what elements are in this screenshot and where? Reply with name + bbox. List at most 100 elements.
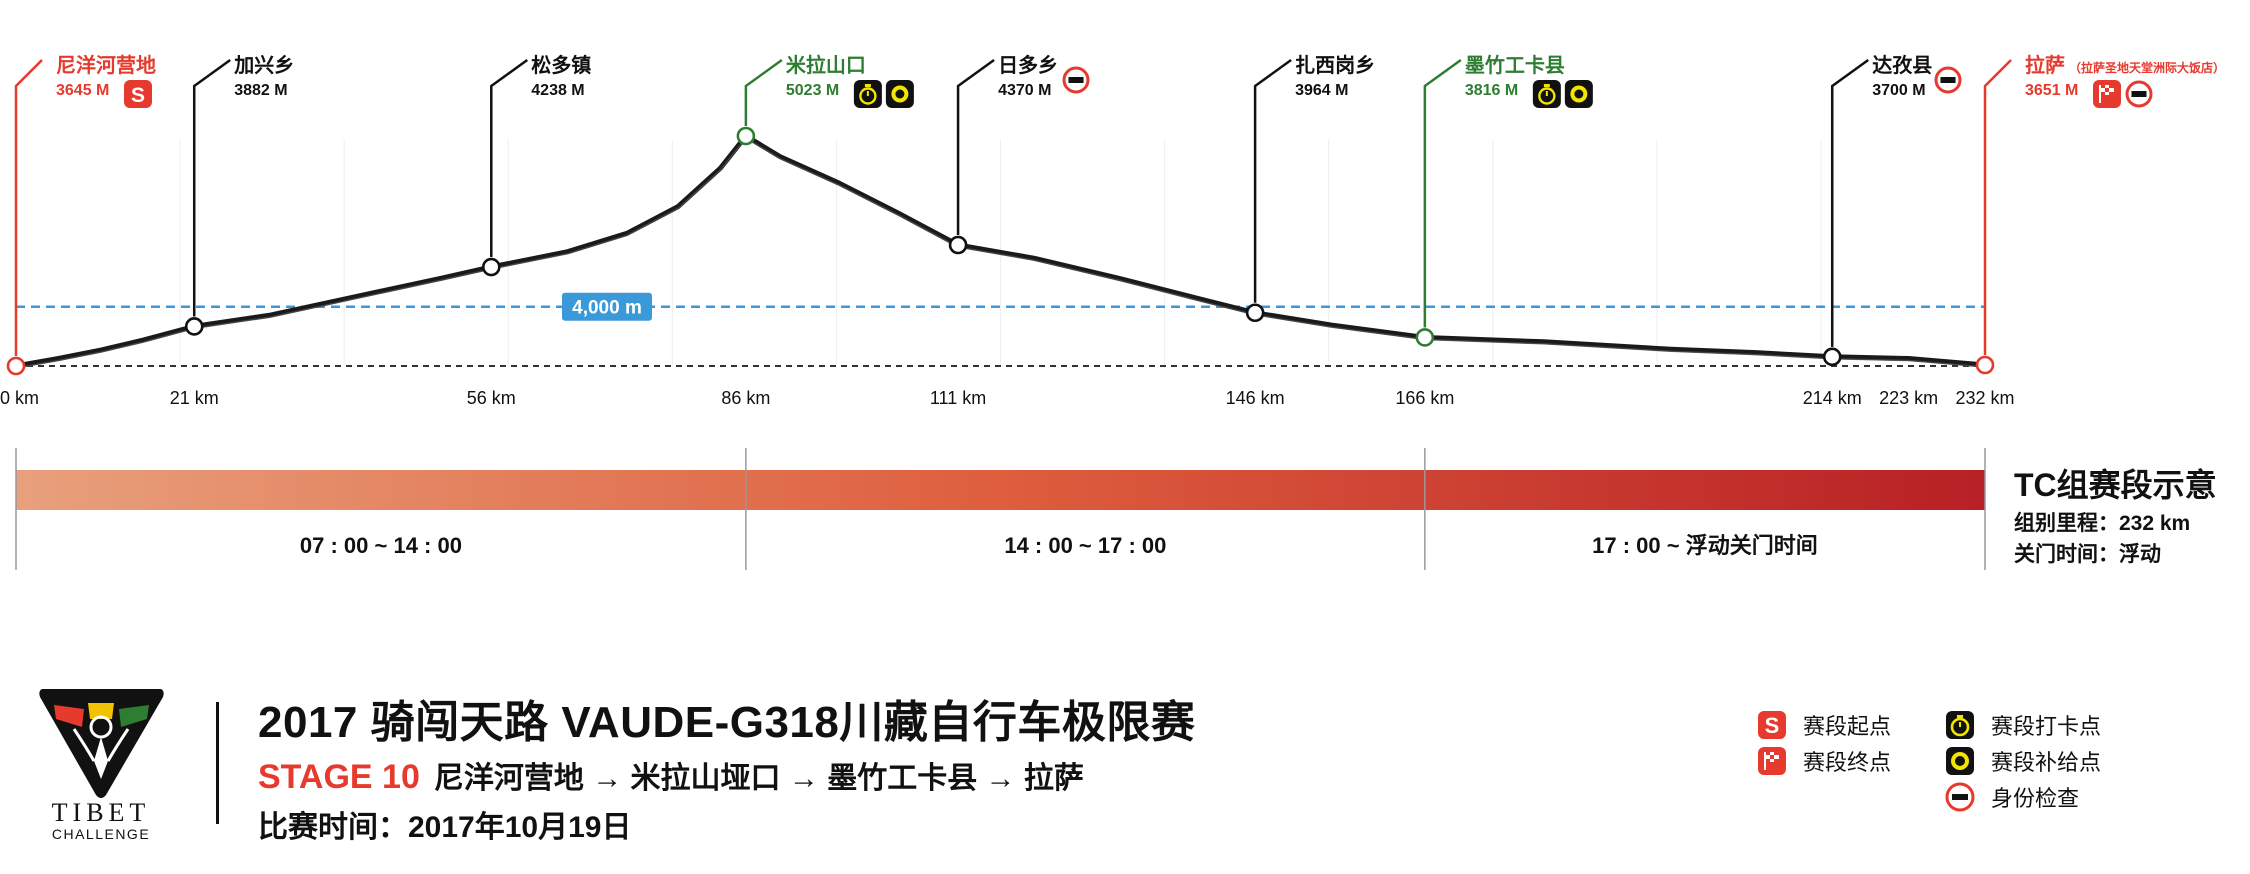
supply-icon <box>1564 80 1593 108</box>
waypoint-marker <box>948 235 968 255</box>
time-segment-label: 14 : 00 ~ 17 : 00 <box>1004 533 1166 558</box>
waypoint-altitude: 3882 M <box>234 82 287 99</box>
waypoint-altitude: 4370 M <box>998 82 1051 99</box>
legend-item-checkpoint: 赛段打卡点 <box>1945 709 2101 741</box>
waypoint-7: 墨竹工卡县 3816 M <box>1415 53 1565 347</box>
x-tick-label: 232 km <box>1955 388 2014 408</box>
id-check-icon <box>1062 66 1090 94</box>
x-tick-label: 223 km <box>1879 388 1938 408</box>
waypoint-3: 松多镇 4238 M <box>481 53 591 277</box>
waypoint-altitude: 3645 M <box>56 82 109 99</box>
legend-item-id-check: 身份检查 <box>1945 781 2079 813</box>
waypoint-leader <box>1983 59 2012 355</box>
waypoint-marker <box>1415 328 1435 347</box>
waypoint-2: 加兴乡 3882 M <box>184 54 294 336</box>
waypoint-marker <box>1822 347 1842 367</box>
elevation-profile <box>13 133 1988 369</box>
id-check-icon <box>1945 782 1975 812</box>
stage-finish-icon <box>2093 80 2121 108</box>
waypoint-altitude: 4238 M <box>531 82 584 99</box>
waypoint-1: 尼洋河营地 3645 M <box>6 53 156 376</box>
x-tick-label: 166 km <box>1395 388 1454 408</box>
reference-label: 4,000 m <box>572 298 642 319</box>
waypoint-name: 加兴乡 <box>233 54 294 77</box>
waypoint-marker <box>481 257 501 277</box>
race-title: 2017 骑闯天路 VAUDE-G318川藏自行车极限赛 <box>258 698 1196 747</box>
waypoint-altitude: 3651 M <box>2025 82 2078 99</box>
waypoint-name: 墨竹工卡县 <box>1465 53 1565 77</box>
waypoint-9: 拉萨 3651 M （拉萨圣地天堂洲际大饭店） <box>1975 53 2225 375</box>
waypoint-altitude: 3816 M <box>1465 82 1518 99</box>
checkpoint-icon <box>1532 80 1561 108</box>
id-check-icon <box>2125 80 2153 108</box>
waypoint-leader <box>1253 58 1292 303</box>
stage-line: STAGE 10 尼洋河营地 → 米拉山垭口 → 墨竹工卡县 → 拉萨 <box>258 753 1084 797</box>
waypoint-leader <box>192 58 231 317</box>
stage-start-icon: S <box>124 80 152 108</box>
waypoint-altitude: 3700 M <box>1872 82 1925 99</box>
legend-item-supply: 赛段补给点 <box>1945 745 2101 777</box>
side-close-time: 关门时间：浮动 <box>2014 543 2161 566</box>
waypoint-leader <box>1830 58 1869 347</box>
stage-start-icon: S <box>1758 711 1786 739</box>
legend-label: 身份检查 <box>1991 786 2080 811</box>
id-check-icon <box>1934 66 1962 94</box>
stage-route: 尼洋河营地 → 米拉山垭口 → 墨竹工卡县 → 拉萨 <box>433 762 1084 795</box>
x-tick-label: 146 km <box>1226 388 1285 408</box>
waypoint-name: 拉萨 <box>2025 53 2065 77</box>
time-bar <box>16 470 1985 510</box>
waypoint-leader <box>14 59 43 356</box>
legend-label: 赛段起点 <box>1803 714 1892 739</box>
waypoint-4: 米拉山口 5023 M <box>736 53 866 146</box>
race-date: 比赛时间：2017年10月19日 <box>258 811 632 844</box>
tibet-challenge-logo: TIBET CHALLENGE <box>39 689 164 842</box>
waypoint-name: 日多乡 <box>998 53 1058 77</box>
x-tick-label: 0 km <box>0 388 39 408</box>
x-tick-label: 86 km <box>721 388 770 408</box>
legend-label: 赛段打卡点 <box>1991 714 2102 739</box>
legend-label: 赛段补给点 <box>1991 750 2102 775</box>
footer-divider <box>216 702 219 824</box>
legend-label: 赛段终点 <box>1803 750 1892 775</box>
logo-subtext: CHALLENGE <box>52 826 150 842</box>
logo-text: TIBET <box>52 798 151 827</box>
waypoint-leader <box>1423 58 1462 328</box>
svg-text:S: S <box>1765 713 1780 738</box>
waypoint-altitude: 3964 M <box>1295 82 1348 99</box>
waypoint-marker <box>736 126 756 146</box>
waypoint-note: （拉萨圣地天堂洲际大饭店） <box>2069 60 2225 75</box>
waypoint-leader <box>490 58 529 258</box>
waypoint-leader <box>744 58 783 126</box>
waypoint-marker <box>1975 355 1995 375</box>
waypoint-name: 米拉山口 <box>786 53 866 77</box>
waypoint-leader <box>956 58 995 235</box>
waypoint-name: 扎西岗乡 <box>1295 54 1375 77</box>
supply-icon <box>1946 747 1974 775</box>
elevation-profile-shadow <box>15 137 1986 369</box>
waypoint-5: 日多乡 4370 M <box>948 53 1058 255</box>
side-title: TC组赛段示意 <box>2014 467 2217 503</box>
supply-icon <box>885 80 914 108</box>
x-tick-label: 111 km <box>930 388 986 408</box>
x-tick-label: 21 km <box>170 388 219 408</box>
side-distance: 组别里程：232 km <box>2014 512 2191 535</box>
stage-label: STAGE 10 <box>258 758 420 796</box>
reference-badge <box>562 292 652 321</box>
checkpoint-icon <box>1946 711 1974 739</box>
waypoint-name: 尼洋河营地 <box>56 53 156 77</box>
waypoint-name: 达孜县 <box>1872 53 1932 77</box>
time-segment-label: 17 : 00 ~ 浮动关门时间 <box>1592 533 1818 558</box>
waypoint-name: 松多镇 <box>531 53 591 77</box>
stage-finish-icon <box>1758 747 1786 775</box>
waypoint-6: 扎西岗乡 3964 M <box>1245 54 1375 323</box>
waypoint-marker <box>1245 303 1265 323</box>
elevation-chart: 4,000 m 0 km 21 km 56 km 86 km 111 km 146 km 16… <box>0 53 2225 570</box>
x-tick-label: 214 km <box>1803 388 1862 408</box>
svg-text:S: S <box>131 84 145 107</box>
waypoint-marker <box>184 317 204 336</box>
x-tick-label: 56 km <box>467 388 516 408</box>
waypoint-altitude: 5023 M <box>786 82 839 99</box>
waypoint-8: 达孜县 3700 M <box>1822 53 1932 367</box>
time-segment-label: 07 : 00 ~ 14 : 00 <box>300 533 462 558</box>
legend-item-finish: 赛段终点 <box>1757 745 1891 777</box>
